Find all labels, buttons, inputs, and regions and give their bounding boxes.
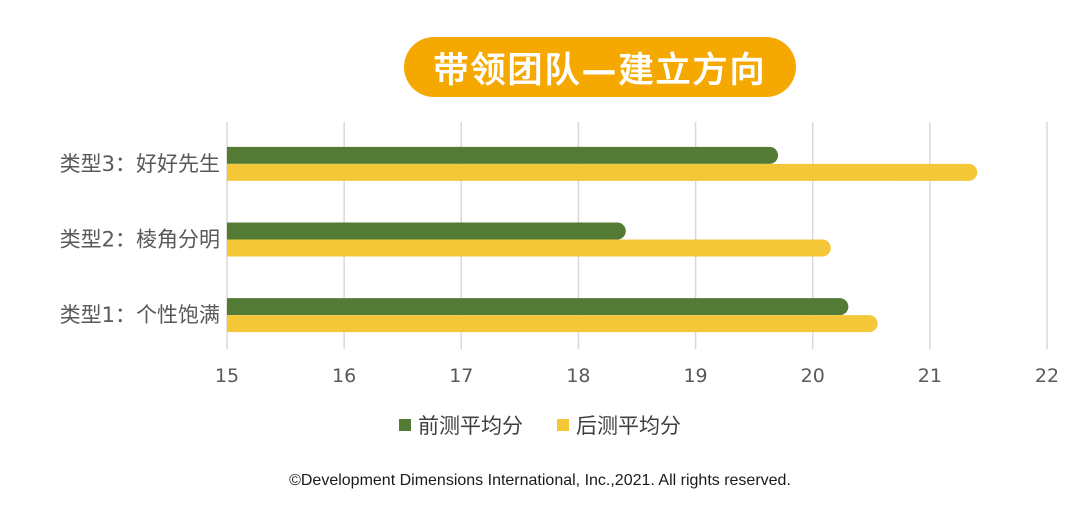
chart-legend: 前测平均分 后测平均分 xyxy=(0,410,1080,440)
legend-item-pre: 前测平均分 xyxy=(399,410,523,440)
legend-swatch-pre xyxy=(399,419,411,431)
x-tick-label: 21 xyxy=(918,365,942,387)
x-tick-label: 16 xyxy=(332,365,356,387)
chart-title-badge: 带领团队—建立方向 xyxy=(404,37,796,97)
chart-title: 带领团队—建立方向 xyxy=(433,50,767,91)
bar-post xyxy=(227,163,978,181)
legend-swatch-post xyxy=(557,419,569,431)
y-category-label: 类型1：个性饱满 xyxy=(60,303,220,327)
copyright-footer: ©Development Dimensions International, I… xyxy=(289,472,791,489)
bar-post xyxy=(227,315,878,333)
y-category-label: 类型2：棱角分明 xyxy=(60,228,220,252)
bar-post xyxy=(227,239,831,257)
bar-pre xyxy=(227,298,849,316)
legend-item-post: 后测平均分 xyxy=(557,410,681,440)
x-tick-label: 18 xyxy=(566,365,590,387)
legend-label-post: 后测平均分 xyxy=(576,414,681,438)
x-tick-label: 17 xyxy=(449,365,473,387)
x-tick-label: 22 xyxy=(1035,365,1059,387)
bar-pre xyxy=(227,222,626,240)
y-category-label: 类型3：好好先生 xyxy=(60,152,220,176)
legend-label-pre: 前测平均分 xyxy=(418,414,523,438)
x-tick-label: 20 xyxy=(801,365,825,387)
bar-pre xyxy=(227,146,779,164)
x-tick-label: 19 xyxy=(683,365,707,387)
x-tick-label: 15 xyxy=(215,365,239,387)
